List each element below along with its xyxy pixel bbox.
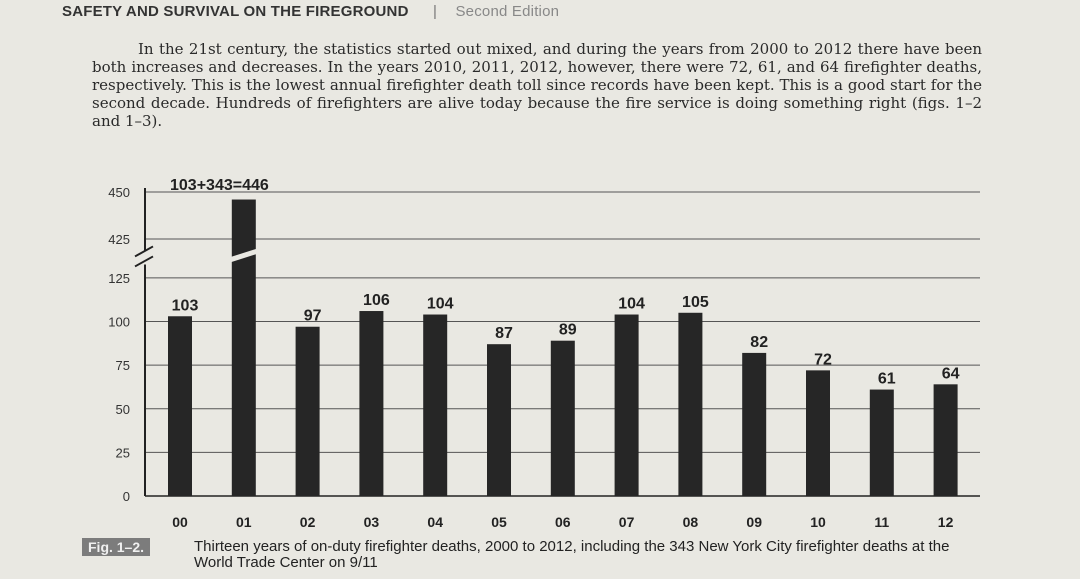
bar [295, 326, 320, 496]
bar-chart: 0 25 50 75 100 125 425 450 103 00 01 97 02 106 03 104 04… [108, 177, 980, 530]
bar [423, 314, 448, 496]
x-tick-label: 06 [555, 514, 571, 530]
axis-break-mark [134, 245, 154, 268]
bar [550, 340, 575, 496]
x-tick-label: 12 [938, 514, 954, 530]
bar [933, 384, 958, 496]
figure-label: Fig. 1–2. [82, 538, 151, 556]
y-tick-label: 0 [123, 489, 130, 504]
data-label: 104 [427, 296, 454, 313]
x-tick-label: 10 [810, 514, 826, 530]
y-tick-label: 100 [108, 315, 130, 330]
y-tick-label: 25 [116, 445, 130, 460]
x-tick-label: 01 [236, 514, 252, 530]
data-label: 97 [304, 308, 322, 325]
data-label: 64 [942, 365, 960, 382]
x-tick-label: 02 [300, 514, 316, 530]
bar [806, 370, 830, 496]
bar [359, 311, 384, 496]
x-tick-label: 03 [364, 514, 380, 530]
running-header: SAFETY AND SURVIVAL ON THE FIREGROUND | … [62, 3, 559, 20]
data-label: 104 [618, 296, 645, 313]
x-tick-label: 09 [746, 514, 762, 530]
caption-text: Thirteen years of on-duty firefighter de… [194, 538, 950, 571]
bar [168, 316, 192, 496]
bar [231, 199, 256, 496]
body-text: In the 21st century, the statistics star… [92, 40, 982, 130]
y-tick-label: 450 [108, 185, 130, 200]
bar [678, 312, 703, 496]
data-label: 61 [878, 371, 896, 388]
y-tick-label: 425 [108, 232, 130, 247]
bar [869, 389, 894, 496]
edition-label: Second Edition [455, 3, 560, 20]
x-tick-label: 08 [683, 514, 699, 530]
y-tick-label: 75 [116, 358, 130, 373]
y-tick-label: 125 [108, 271, 130, 286]
x-tick-label: 11 [874, 514, 889, 530]
data-label: 89 [559, 322, 577, 339]
x-tick-label: 04 [427, 514, 443, 530]
x-tick-label: 05 [491, 514, 507, 530]
data-label: 103 [172, 297, 199, 314]
header-separator: | [432, 3, 438, 20]
data-label: 82 [750, 334, 768, 351]
bar-break-mark [221, 246, 267, 265]
book-title: SAFETY AND SURVIVAL ON THE FIREGROUND [62, 3, 409, 20]
data-label: 72 [814, 351, 832, 368]
bar [742, 352, 767, 496]
bar [487, 344, 511, 496]
body-paragraph: In the 21st century, the statistics star… [92, 40, 982, 130]
data-label: 106 [363, 292, 390, 309]
bar-annotation: 103+343=446 [170, 177, 269, 194]
x-tick-label: 07 [619, 514, 635, 530]
data-label: 87 [495, 325, 513, 342]
bar [614, 314, 639, 496]
data-label: 105 [682, 294, 709, 311]
x-tick-label: 00 [172, 514, 188, 530]
y-tick-label: 50 [116, 402, 130, 417]
